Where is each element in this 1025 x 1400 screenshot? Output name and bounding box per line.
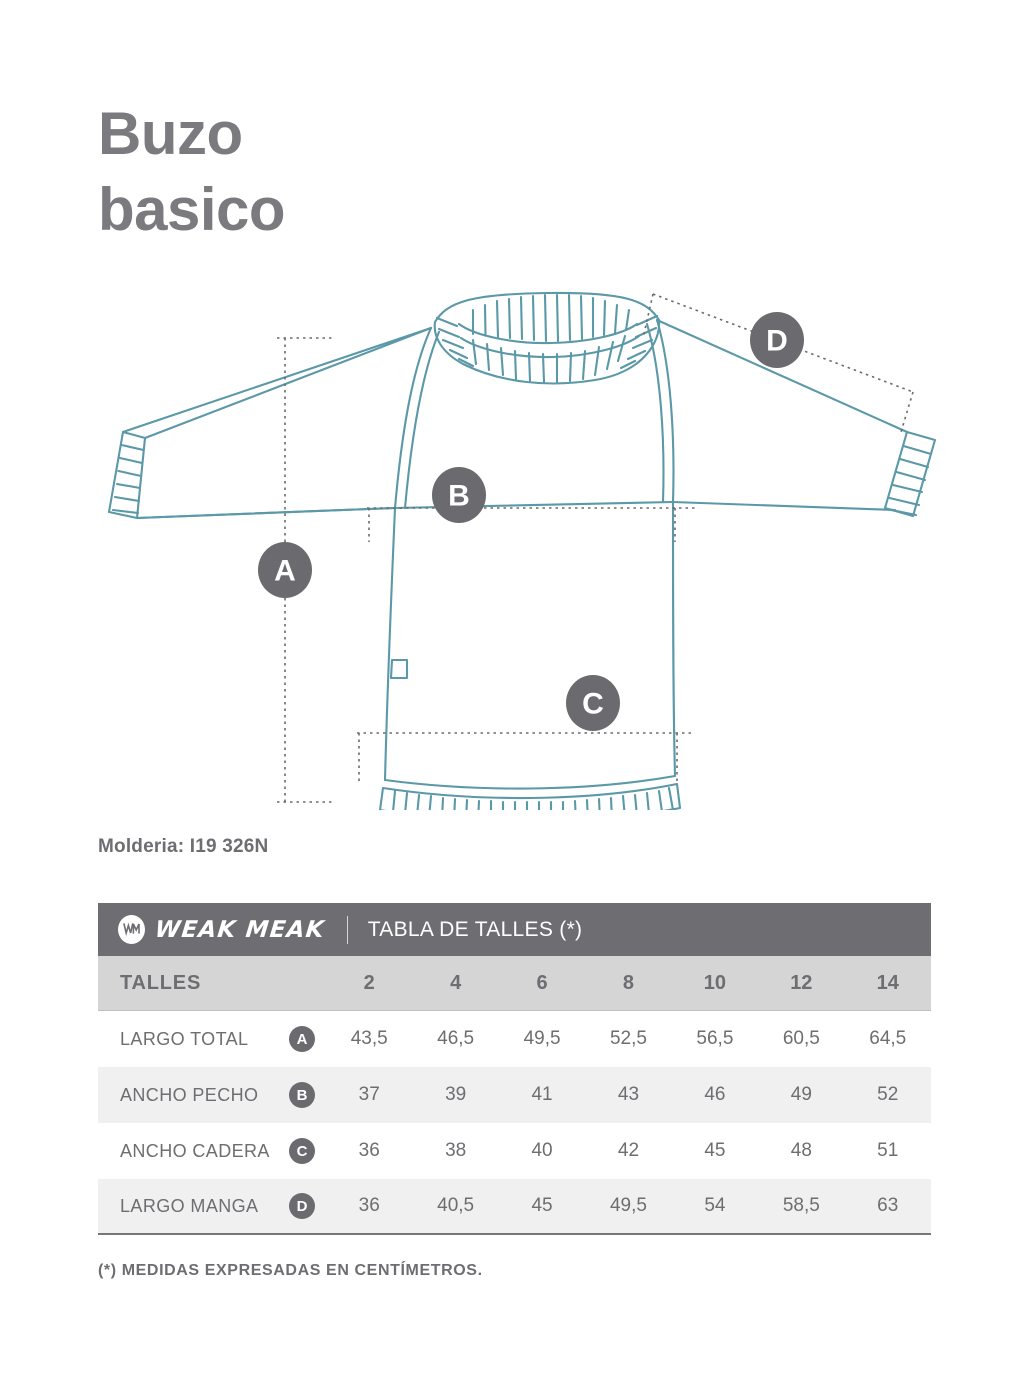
table-row: ANCHO PECHO B 37 39 41 43 46 49 52 — [98, 1067, 931, 1123]
brand-name: WEAK MEAK — [153, 916, 327, 943]
marker-badge-a: A — [289, 1026, 315, 1052]
body — [378, 500, 682, 810]
table-row: LARGO TOTAL A 43,5 46,5 49,5 52,5 56,5 6… — [98, 1011, 931, 1067]
cell-largo-manga-12: 58,5 — [782, 1195, 820, 1216]
svg-text:A: A — [274, 555, 296, 588]
svg-text:B: B — [448, 480, 470, 513]
cell-ancho-cadera-14: 51 — [877, 1140, 899, 1161]
svg-text:D: D — [766, 325, 788, 358]
cell-ancho-cadera-8: 42 — [617, 1140, 640, 1161]
cell-largo-manga-8: 49,5 — [609, 1195, 647, 1216]
table-row: ANCHO CADERA C 36 38 40 42 45 48 51 — [98, 1123, 931, 1179]
row-mark-a: A — [278, 1026, 326, 1052]
cell-largo-manga-10: 54 — [704, 1195, 726, 1216]
right-sleeve — [655, 318, 937, 518]
table-header-title: TABLA DE TALLES (*) — [367, 917, 583, 941]
row-label-largo-manga: LARGO MANGA — [120, 1195, 259, 1216]
table-sizes-header-row: TALLES 2 4 6 8 10 12 14 — [98, 956, 931, 1011]
cell-largo-total-8: 52,5 — [609, 1028, 647, 1049]
size-header-8: 8 — [622, 971, 635, 994]
cell-ancho-pecho-8: 43 — [617, 1084, 640, 1105]
cell-largo-manga-6: 45 — [531, 1195, 553, 1216]
table-header-bar: WEAK MEAK TABLA DE TALLES (*) — [98, 903, 931, 956]
marker-badge-d: D — [289, 1193, 315, 1219]
cell-ancho-cadera-12: 48 — [790, 1140, 812, 1161]
marker-c: C — [566, 675, 620, 731]
dim-d-end-tick — [900, 391, 914, 433]
cell-ancho-pecho-10: 46 — [704, 1084, 726, 1105]
cell-ancho-cadera-2: 36 — [358, 1140, 380, 1161]
page-title: Buzo basico — [98, 96, 698, 248]
left-armhole-outer — [393, 326, 433, 510]
size-header-10: 10 — [703, 971, 727, 994]
table-row: LARGO MANGA D 36 40,5 45 49,5 54 58,5 63 — [98, 1179, 931, 1235]
collar — [433, 291, 661, 385]
cell-largo-total-2: 43,5 — [350, 1028, 388, 1049]
size-header-12: 12 — [790, 971, 813, 994]
marker-badge-c: C — [289, 1138, 315, 1164]
cell-ancho-pecho-6: 41 — [531, 1084, 553, 1105]
cell-largo-manga-2: 36 — [358, 1195, 380, 1216]
title-line-1: Buzo — [98, 100, 243, 167]
marker-d: D — [750, 312, 804, 368]
size-header-6: 6 — [536, 971, 548, 994]
cell-largo-total-14: 64,5 — [869, 1028, 907, 1049]
cell-ancho-pecho-12: 49 — [790, 1084, 812, 1105]
svg-text:C: C — [582, 688, 604, 721]
size-header-2: 2 — [363, 971, 375, 994]
marker-badge-b: B — [289, 1082, 315, 1108]
weak-meak-logo-icon — [118, 915, 145, 944]
row-label-largo-total: LARGO TOTAL — [120, 1028, 249, 1049]
row-mark-c: C — [278, 1138, 326, 1164]
cell-ancho-pecho-4: 39 — [445, 1084, 467, 1105]
cell-ancho-cadera-6: 40 — [531, 1140, 553, 1161]
cell-largo-manga-14: 63 — [877, 1195, 899, 1216]
cell-ancho-pecho-2: 37 — [358, 1084, 380, 1105]
right-armhole-inner — [645, 322, 665, 504]
measurements-footnote: (*) MEDIDAS EXPRESADAS EN CENTÍMETROS. — [98, 1262, 483, 1279]
molderia-label: Molderia: I19 326N — [98, 836, 269, 857]
garment-technical-drawing: A B C D — [95, 280, 945, 810]
size-header-14: 14 — [876, 971, 899, 994]
header-divider — [346, 915, 348, 944]
cell-ancho-pecho-14: 52 — [877, 1084, 899, 1105]
cell-largo-manga-4: 40,5 — [437, 1195, 475, 1216]
row-label-ancho-cadera: ANCHO CADERA — [120, 1140, 270, 1161]
cell-largo-total-4: 46,5 — [437, 1028, 475, 1049]
left-sleeve — [107, 326, 433, 520]
left-armhole-inner — [403, 330, 441, 510]
row-label-ancho-pecho: ANCHO PECHO — [120, 1084, 259, 1105]
row-mark-b: B — [278, 1082, 326, 1108]
title-line-2: basico — [98, 176, 286, 244]
right-armhole-outer — [655, 318, 675, 504]
cell-largo-total-10: 56,5 — [696, 1028, 734, 1049]
cell-largo-total-6: 49,5 — [523, 1028, 561, 1049]
size-chart-table: WEAK MEAK TABLA DE TALLES (*) TALLES 2 4… — [98, 903, 931, 1235]
size-header-4: 4 — [450, 971, 462, 994]
row-mark-d: D — [278, 1193, 326, 1219]
cell-largo-total-12: 60,5 — [782, 1028, 820, 1049]
marker-b: B — [432, 467, 486, 523]
dim-d-start-tick — [642, 293, 654, 339]
cell-ancho-cadera-10: 45 — [704, 1140, 726, 1161]
marker-a: A — [258, 542, 312, 598]
cell-ancho-cadera-4: 38 — [445, 1140, 467, 1161]
sizes-header-label: TALLES — [120, 971, 202, 994]
